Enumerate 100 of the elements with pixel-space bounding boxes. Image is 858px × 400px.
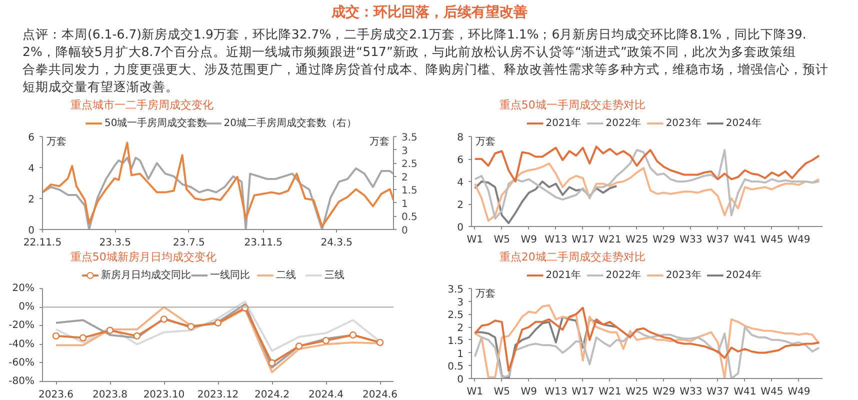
point [295,342,303,350]
x-tick-label: W37 [706,234,730,246]
x-tick-label: W1 [466,234,483,246]
x-tick-label: W37 [706,386,730,398]
x-tick-label: W49 [788,386,810,398]
line-series [474,146,820,182]
y-tick-label: 4 [28,164,35,174]
legend-label: 三线 [324,269,344,281]
line-series [474,149,820,220]
chart-title: 重点20城二手周成交走势对比 [499,250,646,264]
x-tick-label: 2023.10 [143,390,185,400]
x-tick-label: 2024.6 [362,390,398,400]
chart-title: 重点城市一二手房周成交变化 [70,98,214,112]
x-tick-label: W5 [494,234,510,246]
y-tick-label: 2 [28,194,35,206]
y-axis-title: 万套 [476,136,496,148]
x-tick-label: W21 [598,386,622,398]
y-tick-label: 4 [457,178,464,188]
x-tick-label: 23.11.5 [244,238,282,248]
y2-tick-label: 2.5 [402,159,418,170]
legend-label: 2024年 [726,269,762,281]
x-tick-label: W13 [544,234,568,246]
legend-label: 20城二手房周成交套数（右） [224,117,357,129]
y-tick-label: 2.5 [448,310,464,322]
x-tick-label: 2023.8 [92,390,128,400]
point [133,332,141,340]
x-tick-label: W21 [598,234,622,246]
y-axis-title: 万套 [476,288,496,300]
y-axis-title: 万套 [46,136,66,148]
x-tick-label: W9 [520,386,537,398]
y-tick-label: -60% [8,357,35,368]
y-tick-label: 8 [457,132,464,144]
legend-label: 2023年 [666,117,702,129]
y-tick-label: -80% [8,376,35,387]
x-tick-label: W25 [626,386,648,398]
x-tick-label: W13 [544,386,568,398]
legend-label: 2023年 [666,269,702,281]
legend-label: 新房月日均成交同比 [100,269,191,281]
x-tick-label: W17 [572,234,594,246]
y-tick-label: 0.5 [448,362,464,373]
x-tick-label: 23.3.5 [99,238,132,248]
chart-title: 重点50城一手周成交走势对比 [499,98,646,112]
point [349,331,357,339]
y-tick-label: 20% [12,283,35,294]
x-tick-label: W33 [680,386,702,398]
x-tick-label: W45 [760,386,784,398]
x-tick-label: 2024.2 [254,390,290,400]
y-tick-label: -40% [8,338,35,350]
y-tick-label: 3 [457,297,464,308]
x-tick-label: W5 [494,386,510,398]
x-tick-label: W25 [626,234,648,246]
y2-tick-label: 3 [402,146,408,157]
y-tick-label: -20% [8,320,35,332]
text: 成交：环比回落，后续有望改善 [330,4,528,20]
x-tick-label: 22.11.5 [23,238,62,248]
legend-label: 一线同比 [210,269,250,281]
x-tick-label: W17 [572,386,594,398]
x-tick-label: W9 [520,234,537,246]
line-series [474,162,820,222]
y-tick-label: 0% [18,302,35,313]
y-tick-label: 1 [457,348,464,360]
point [268,359,276,366]
legend-label: 50城一手房周成交套数 [104,117,208,129]
y2-tick-label: 0.5 [402,212,418,224]
x-tick-label: W1 [466,386,483,398]
y2-tick-label: 0 [402,226,408,236]
legend-label: 2022年 [606,269,642,281]
legend-label: 2024年 [726,117,762,129]
x-tick-label: 2024.4 [308,390,344,400]
point [52,332,60,340]
x-tick-label: W41 [734,234,756,246]
y2-tick-label: 3.5 [402,132,418,144]
y2-tick-label: 2 [402,172,408,184]
x-tick-label: W49 [788,234,810,246]
x-tick-label: W29 [652,386,676,398]
legend-label: 二线 [276,269,296,281]
text: 点评：本周(6.1-6.7)新房成交1.9万套，环比降32.7%，二手房成交2.1万套，环比降1.1%；6月新房日均成交环比降8.1%，同比下降39.2%，降幅较5月扩大8.7个百分点。近期一线城市频频跟进“517”新政，与此前放松认房不认贷等“渐进式”政策不同，此次为多套政策组合拳共同发力，力度更强更大、涉及范围更广，通过降房贷首付成本、降购房门槛、释放改善性需求等多种方式，维稳市场，增强信心，预计短期成交量有望逐渐改善。 [22,26,828,94]
y2-tick-label: 1.5 [402,186,418,197]
x-tick-label: 23.7.5 [173,238,205,248]
x-tick-label: 2023.12 [197,390,239,400]
x-tick-label: W29 [652,234,676,246]
y-tick-label: 0 [457,222,464,234]
x-tick-label: W33 [680,234,702,246]
y-tick-label: 0 [457,374,464,386]
legend-label: 2022年 [606,117,642,129]
point [79,334,87,342]
y-tick-label: 2 [457,323,464,334]
y-tick-label: 3.5 [448,284,464,296]
y-tick-label: 1.5 [448,336,464,347]
y-tick-label: 0 [28,226,35,236]
point [160,316,168,323]
x-tick-label: W41 [734,386,756,398]
y-tick-label: 6 [457,155,464,166]
x-tick-label: W45 [760,234,784,246]
point [187,323,195,330]
point [376,338,384,346]
y-tick-label: 2 [457,200,464,211]
y2-axis-title: 万套 [370,136,390,148]
line-series [474,326,820,378]
point [322,336,330,344]
